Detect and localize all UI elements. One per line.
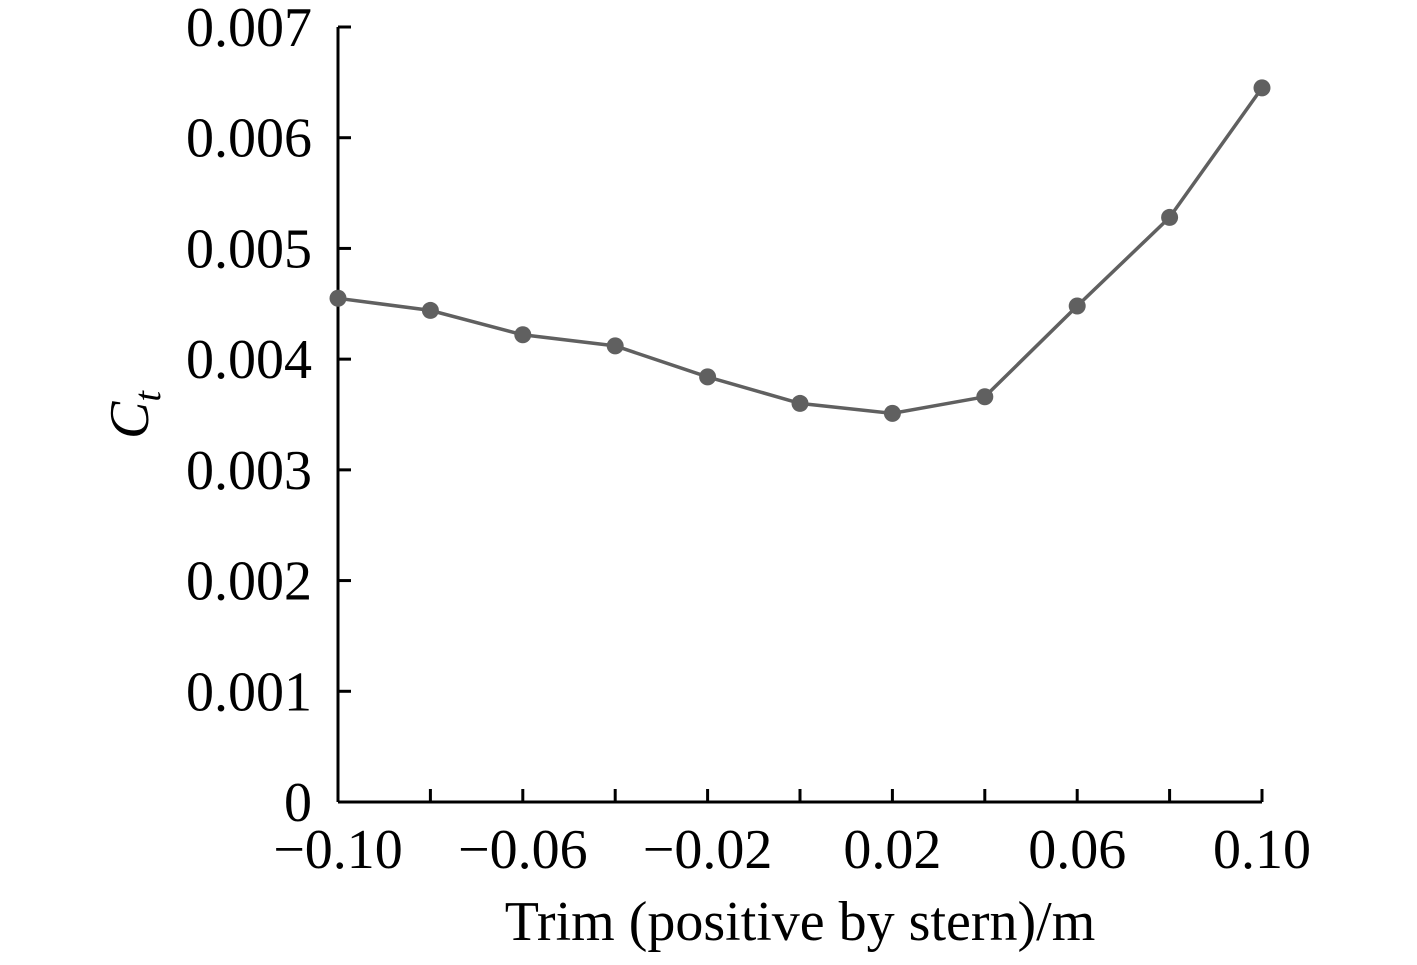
- data-point: [699, 368, 717, 386]
- data-point: [976, 388, 994, 406]
- x-tick-label: −0.02: [643, 819, 773, 881]
- data-series: [337, 86, 1264, 416]
- y-tick-label: 0.003: [186, 440, 312, 502]
- tick-marks: [336, 25, 1264, 804]
- y-tick-label: 0.005: [186, 218, 312, 280]
- y-tick-label: 0.004: [186, 329, 312, 391]
- data-point: [514, 326, 532, 344]
- data-point: [421, 301, 439, 319]
- data-points: [329, 79, 1271, 422]
- data-point: [1253, 79, 1271, 97]
- y-tick-label: 0: [284, 772, 312, 834]
- x-tick-labels: −0.10 −0.06 −0.02 0.02 0.06 0.10: [273, 819, 1311, 881]
- x-tick-label: 0.02: [843, 819, 941, 881]
- y-axis-title-subscript: t: [127, 390, 169, 402]
- x-tick-label: 0.06: [1028, 819, 1126, 881]
- y-tick-label: 0.002: [186, 551, 312, 613]
- data-point: [1161, 208, 1179, 226]
- x-tick-label: 0.10: [1213, 819, 1311, 881]
- data-point: [1068, 297, 1086, 315]
- axes: [336, 27, 1262, 804]
- y-axis-title-main: C: [99, 401, 161, 439]
- data-point: [883, 404, 901, 422]
- y-axis-title: Ct: [99, 390, 169, 439]
- data-point: [791, 394, 809, 412]
- y-tick-label: 0.007: [186, 0, 312, 59]
- data-point: [329, 289, 347, 307]
- x-tick-label: −0.06: [458, 819, 588, 881]
- x-tick-label: −0.10: [273, 819, 403, 881]
- y-tick-labels: 0 0.001 0.002 0.003 0.004 0.005 0.006 0.007: [186, 0, 312, 834]
- series-line: [337, 86, 1264, 416]
- data-point: [606, 337, 624, 355]
- y-tick-label: 0.006: [186, 108, 312, 170]
- x-axis-title: Trim (positive by stern)/m: [505, 891, 1096, 953]
- y-tick-label: 0.001: [186, 661, 312, 723]
